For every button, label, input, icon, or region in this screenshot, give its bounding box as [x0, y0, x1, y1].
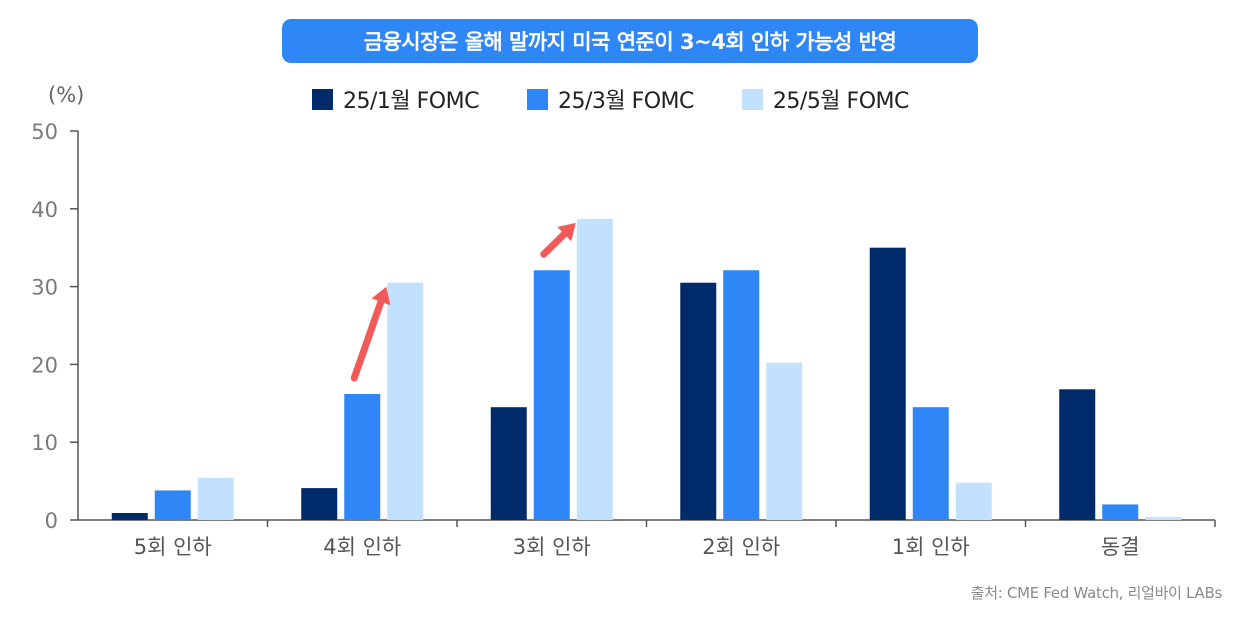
legend-swatch-mar: [526, 88, 548, 110]
bar-jan: [680, 282, 717, 520]
x-tick-label: 3회 인하: [513, 535, 591, 559]
trend-arrow-shaft: [350, 298, 385, 382]
x-tick-label: 동결: [1101, 535, 1140, 559]
y-tick-label: 20: [31, 353, 58, 377]
chart-title: 금융시장은 올해 말까지 미국 연준이 3~4회 인하 가능성 반영: [282, 19, 978, 63]
trend-arrow-head: [371, 286, 391, 306]
bar-may: [387, 282, 424, 520]
bar-may: [766, 362, 803, 520]
y-tick-label: 0: [45, 509, 58, 533]
bar-jan: [1059, 389, 1096, 520]
chart-legend: 25/1월 FOMC 25/3월 FOMC 25/5월 FOMC: [312, 84, 957, 114]
bar-may: [1145, 516, 1182, 520]
legend-label-mar: 25/3월 FOMC: [557, 89, 694, 114]
bar-jan: [111, 512, 148, 520]
legend-label-may: 25/5월 FOMC: [772, 89, 909, 114]
bar-jan: [490, 407, 527, 520]
source-note: 출처: CME Fed Watch, 리얼바이 LABs: [970, 584, 1223, 602]
legend-swatch-jan: [312, 88, 333, 110]
x-tick-label: 5회 인하: [134, 535, 212, 559]
x-tick-label: 2회 인하: [702, 535, 780, 559]
bar-mar: [912, 407, 949, 520]
legend-item-jan: 25/1월 FOMC: [312, 83, 479, 115]
trend-arrow-head: [557, 222, 576, 242]
legend-item-may: 25/5월 FOMC: [741, 83, 909, 115]
bar-mar: [154, 490, 191, 520]
y-axis-unit-label: (%): [48, 83, 84, 107]
bar-jan: [869, 247, 906, 520]
bar-mar: [1102, 504, 1139, 520]
bar-mar: [344, 393, 381, 520]
x-tick-label: 1회 인하: [892, 535, 970, 559]
y-tick-label: 40: [31, 198, 58, 222]
y-tick-label: 10: [31, 431, 58, 455]
trend-arrow-shaft: [540, 230, 568, 258]
x-tick-label: 4회 인하: [323, 535, 401, 559]
bar-mar: [723, 270, 760, 520]
bar-may: [955, 482, 992, 520]
legend-label-jan: 25/1월 FOMC: [343, 89, 479, 114]
bar-jan: [301, 488, 338, 520]
bar-may: [576, 218, 613, 520]
bar-may: [197, 477, 234, 520]
legend-item-mar: 25/3월 FOMC: [526, 83, 694, 115]
bar-mar: [533, 270, 570, 520]
y-tick-label: 30: [31, 276, 58, 300]
y-tick-label: 50: [31, 120, 58, 144]
legend-swatch-may: [741, 88, 763, 110]
